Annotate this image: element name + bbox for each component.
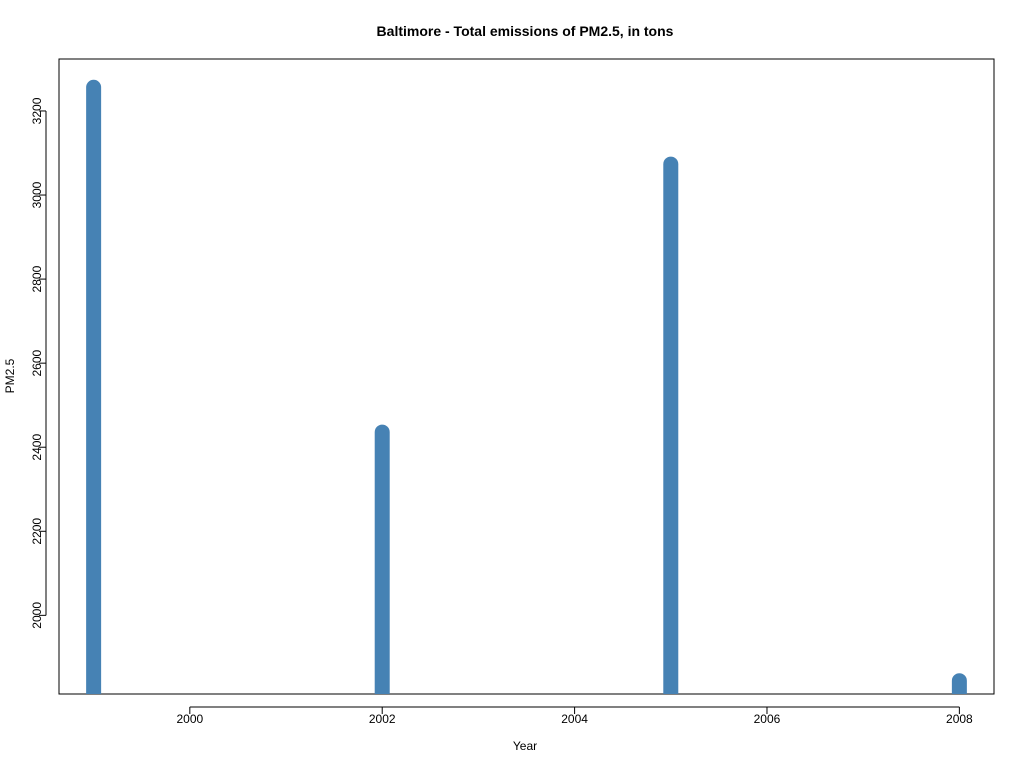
y-axis-ticks: 2000 2200 2400 2600 2800 3000 3200 <box>30 97 46 629</box>
chart-title: Baltimore - Total emissions of PM2.5, in… <box>377 23 674 39</box>
x-tick-label: 2002 <box>369 712 396 726</box>
bar-2008 <box>951 673 967 694</box>
y-tick-label: 2800 <box>30 265 44 292</box>
y-tick-label: 3000 <box>30 181 44 208</box>
x-axis-ticks: 2000 2002 2004 2006 2008 <box>176 707 973 726</box>
x-tick-label: 2004 <box>561 712 588 726</box>
y-tick-label: 3200 <box>30 97 44 124</box>
x-tick-label: 2000 <box>176 712 203 726</box>
bar-2002 <box>374 424 390 694</box>
x-axis-label: Year <box>513 739 537 753</box>
y-tick-label: 2400 <box>30 434 44 461</box>
x-tick-label: 2008 <box>946 712 973 726</box>
y-tick-label: 2600 <box>30 349 44 376</box>
plot-frame <box>58 58 995 695</box>
y-tick-label: 2200 <box>30 518 44 545</box>
bar-1999 <box>86 79 102 694</box>
y-axis-label: PM2.5 <box>3 358 17 393</box>
bar-2005 <box>663 156 679 695</box>
y-tick-label: 2000 <box>30 602 44 629</box>
x-tick-label: 2006 <box>754 712 781 726</box>
bars <box>86 79 967 695</box>
